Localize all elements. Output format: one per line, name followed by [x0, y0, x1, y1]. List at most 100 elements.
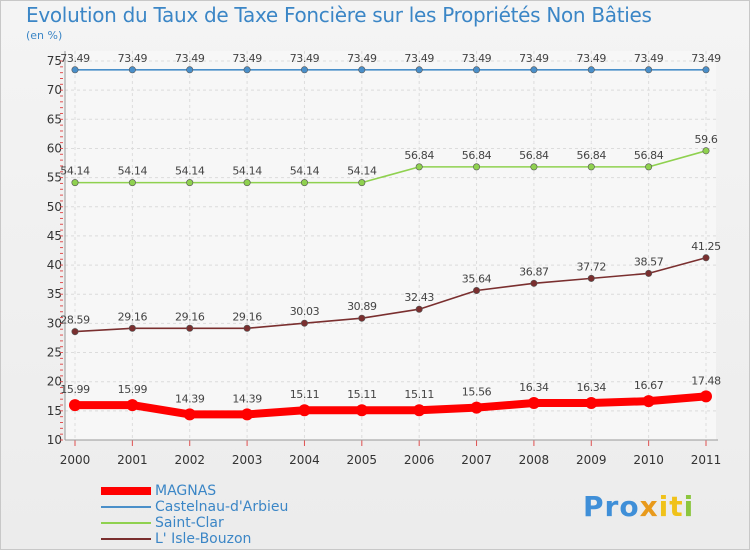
chart-legend: MAGNAS Castelnau-d'Arbieu Saint-Clar L' Isl… [101, 483, 288, 547]
data-point [358, 179, 366, 187]
data-point [645, 269, 653, 277]
data-label: 15.99 [118, 383, 148, 396]
series-line [74, 256, 707, 333]
data-point [642, 395, 655, 408]
x-tick-label: 2005 [347, 453, 378, 467]
data-point [71, 328, 79, 336]
data-point [415, 66, 423, 74]
data-label: 16.67 [634, 379, 664, 392]
logo-part-pro: Pro [583, 490, 640, 523]
y-tick-label: 15 [47, 404, 62, 418]
data-point [358, 314, 366, 322]
data-label: 73.49 [60, 52, 90, 65]
series-line [71, 392, 710, 419]
y-tick-label: 65 [47, 112, 62, 126]
data-point [300, 319, 308, 327]
data-label: 54.14 [232, 165, 262, 178]
data-label: 29.16 [232, 310, 262, 323]
data-label: 15.11 [290, 388, 320, 401]
data-point [243, 66, 251, 74]
data-point [298, 404, 311, 417]
data-label: 29.16 [118, 310, 148, 323]
data-label: 73.49 [347, 52, 377, 65]
legend-item: L' Isle-Bouzon [101, 531, 288, 547]
data-label: 73.49 [519, 52, 549, 65]
data-point [126, 399, 139, 412]
data-label: 32.43 [404, 291, 434, 304]
data-label: 73.49 [118, 52, 148, 65]
data-point [415, 305, 423, 313]
legend-label: L' Isle-Bouzon [155, 531, 252, 547]
data-point [69, 399, 81, 412]
data-point [186, 179, 194, 187]
legend-item: Saint-Clar [101, 515, 288, 531]
data-point [128, 324, 136, 332]
logo-part-x: x [639, 490, 659, 523]
data-label: 41.25 [691, 240, 721, 253]
data-label: 54.14 [175, 165, 205, 178]
data-label: 14.39 [232, 392, 262, 405]
data-label: 15.56 [462, 386, 492, 399]
data-point [355, 404, 368, 417]
y-tick-label: 25 [47, 346, 62, 360]
data-point [358, 66, 366, 74]
data-point [587, 66, 595, 74]
data-point [71, 66, 79, 74]
data-point [300, 66, 308, 74]
data-label: 17.48 [691, 374, 721, 387]
legend-swatch [101, 538, 151, 540]
x-tick-label: 2002 [174, 453, 205, 467]
data-label: 16.34 [577, 381, 607, 394]
data-point [585, 397, 598, 410]
data-point [645, 163, 653, 171]
data-label: 16.34 [519, 381, 549, 394]
legend-swatch [101, 506, 151, 508]
data-point [470, 401, 483, 414]
data-label: 28.59 [60, 314, 90, 327]
data-point [413, 404, 426, 417]
legend-label: MAGNAS [155, 483, 217, 499]
data-point [587, 163, 595, 171]
data-label: 38.57 [634, 255, 664, 268]
data-point [702, 147, 710, 155]
data-label: 73.49 [232, 52, 262, 65]
y-tick-label: 45 [47, 229, 62, 243]
data-point [587, 274, 595, 282]
data-label: 73.49 [577, 52, 607, 65]
y-tick-label: 50 [47, 200, 62, 214]
data-label: 56.84 [404, 149, 434, 162]
data-point [702, 254, 710, 262]
data-point [128, 66, 136, 74]
data-point [241, 408, 254, 421]
data-point [186, 324, 194, 332]
x-tick-label: 2003 [232, 453, 263, 467]
x-tick-label: 2000 [60, 453, 91, 467]
proxiti-logo: Proxiti [583, 490, 694, 523]
data-point [243, 179, 251, 187]
legend-item: Castelnau-d'Arbieu [101, 499, 288, 515]
data-label: 73.49 [290, 52, 320, 65]
data-label: 56.84 [462, 149, 492, 162]
data-label: 15.11 [404, 388, 434, 401]
data-point [128, 179, 136, 187]
y-tick-label: 10 [47, 433, 62, 447]
x-tick-label: 2006 [404, 453, 435, 467]
legend-swatch [101, 522, 151, 524]
data-point [473, 286, 481, 294]
plot-area [65, 51, 716, 440]
data-point [71, 179, 79, 187]
legend-label: Castelnau-d'Arbieu [155, 499, 289, 515]
data-point [530, 279, 538, 287]
data-label: 36.87 [519, 265, 549, 278]
legend-swatch [101, 487, 151, 495]
y-tick-label: 40 [47, 258, 62, 272]
data-point [530, 163, 538, 171]
data-label: 14.39 [175, 392, 205, 405]
data-label: 54.14 [347, 165, 377, 178]
data-label: 35.64 [462, 272, 492, 285]
data-point [473, 66, 481, 74]
data-point [300, 179, 308, 187]
chart-title: Evolution du Taux de Taxe Foncière sur l… [26, 3, 652, 27]
y-tick-label: 70 [47, 83, 62, 97]
